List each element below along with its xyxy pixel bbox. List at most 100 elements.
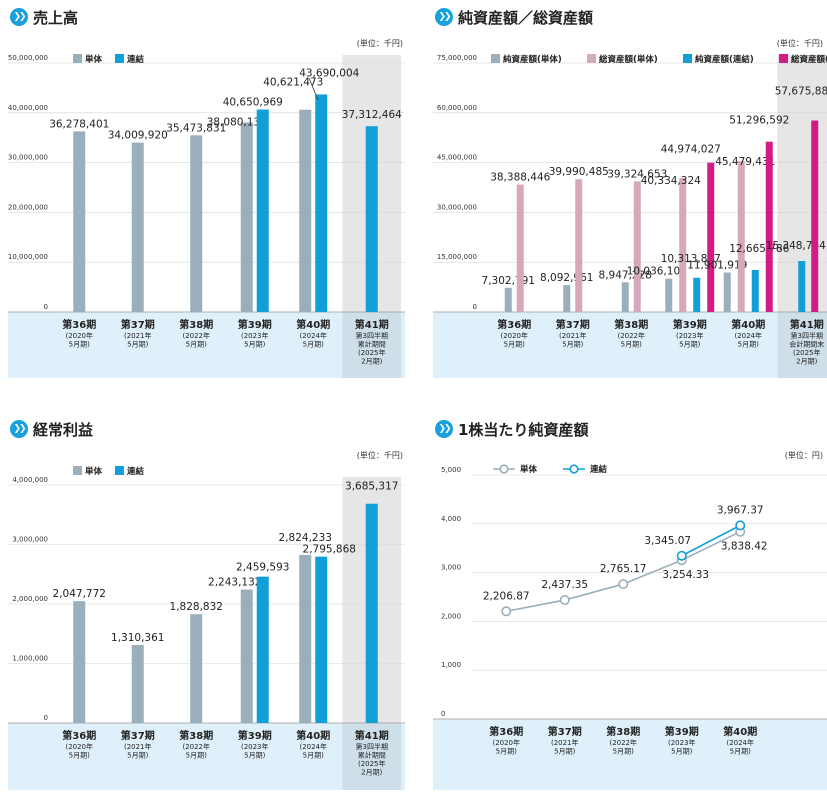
x-tick-sublabel: (2022年 [617, 331, 645, 340]
x-tick-sublabel: (2025年 [793, 348, 821, 357]
y-tick-label: 45,000,000 [437, 154, 477, 162]
x-tick-label: 第39期 [238, 318, 272, 331]
x-tick-sublabel: 5月期) [738, 341, 759, 349]
x-tick-sublabel: (2021年 [124, 331, 152, 340]
data-label: 2,243,132 [208, 577, 261, 589]
x-tick-sublabel: (2023年 [241, 742, 269, 751]
x-tick-sublabel: 5月期) [504, 341, 525, 349]
data-label: 2,765.17 [600, 563, 647, 575]
x-tick-sublabel: (2021年 [559, 331, 587, 340]
data-label: 2,437.35 [541, 579, 588, 591]
bar [257, 110, 269, 312]
double-chevron-right-icon: ❯❯ [435, 420, 453, 438]
x-tick-sublabel: (2022年 [609, 738, 637, 747]
x-tick-sublabel: 5月期) [671, 748, 692, 756]
bar [693, 278, 700, 312]
x-tick-label: 第37期 [121, 729, 155, 742]
y-tick-label: 10,000,000 [8, 253, 48, 261]
double-chevron-right-icon: ❯❯ [10, 8, 28, 26]
y-tick-label: 2,000 [441, 612, 461, 620]
bar [798, 261, 805, 312]
x-tick-sublabel: 5月期) [562, 341, 583, 349]
x-tick-sublabel: (2021年 [551, 738, 579, 747]
bar [707, 163, 714, 312]
x-tick-sublabel: 5月期) [244, 752, 265, 760]
bar [766, 142, 773, 312]
double-chevron-right-icon: ❯❯ [10, 420, 28, 438]
x-tick-sublabel: (2023年 [676, 331, 704, 340]
legend-label: 連結 [590, 464, 608, 475]
bps-title-text: 1株当たり純資産額 [458, 419, 588, 440]
x-tick-sublabel: 会計期間末 [789, 340, 824, 349]
bar [563, 285, 570, 312]
data-label: 2,824,233 [279, 532, 332, 544]
data-label: 3,838.42 [721, 541, 768, 553]
double-chevron-right-icon: ❯❯ [435, 8, 453, 26]
x-tick-sublabel: (2020年 [492, 738, 520, 747]
x-tick-label: 第36期 [497, 318, 531, 331]
y-tick-label: 3,000,000 [12, 536, 48, 544]
x-tick-label: 第40期 [296, 729, 330, 742]
data-label: 1,828,832 [170, 601, 223, 613]
bar [575, 179, 582, 312]
sales-title: ❯❯ 売上高 [10, 6, 78, 28]
y-tick-label: 4,000,000 [12, 476, 48, 484]
assets-chart: 015,000,00030,000,00045,000,00060,000,00… [433, 0, 827, 385]
bar [622, 282, 629, 312]
legend-label: 単体 [85, 54, 103, 65]
x-tick-sublabel: 第3四半期 [356, 742, 388, 751]
data-label: 43,690,004 [299, 67, 359, 79]
y-tick-label: 60,000,000 [437, 104, 477, 112]
x-tick-sublabel: 5月期) [613, 748, 634, 756]
bps-chart: 01,0002,0003,0004,0005,000第36期(2020年5月期)… [433, 412, 827, 794]
x-tick-label: 第41期 [790, 318, 824, 331]
legend-label: 連結 [127, 466, 145, 477]
bar [73, 601, 85, 723]
x-tick-label: 第41期 [355, 318, 389, 331]
x-tick-sublabel: 5月期) [244, 341, 265, 349]
data-label: 36,278,401 [49, 118, 109, 130]
x-tick-sublabel: (2024年 [299, 742, 327, 751]
x-tick-label: 第40期 [731, 318, 765, 331]
bar [241, 590, 253, 723]
bar [190, 614, 202, 723]
data-label: 2,459,593 [236, 562, 289, 574]
legend-label: 総資産額(単体) [599, 54, 658, 65]
data-label: 7,302,791 [482, 275, 535, 287]
y-tick-label: 2,000,000 [12, 595, 48, 603]
x-tick-label: 第38期 [179, 318, 213, 331]
x-tick-sublabel: 5月期) [127, 752, 148, 760]
x-tick-label: 第37期 [121, 318, 155, 331]
data-label: 57,675,880 [775, 86, 827, 98]
legend-swatch [115, 54, 124, 63]
x-tick-sublabel: (2022年 [182, 331, 210, 340]
x-tick-sublabel: 2月期) [361, 358, 382, 366]
x-tick-label: 第38期 [614, 318, 648, 331]
x-tick-label: 第36期 [62, 729, 96, 742]
legend-marker [570, 465, 578, 473]
y-tick-label: 20,000,000 [8, 203, 48, 211]
legend-swatch [683, 54, 692, 63]
legend-label: 純資産額(連結) [695, 54, 754, 65]
x-tick-sublabel: 5月期) [69, 341, 90, 349]
bar [315, 94, 327, 312]
data-label: 34,009,920 [108, 130, 168, 142]
y-tick-label: 5,000 [441, 466, 461, 474]
data-label: 3,345.07 [644, 535, 691, 547]
x-tick-sublabel: (2020年 [65, 331, 93, 340]
bar [257, 577, 269, 723]
y-tick-label: 1,000,000 [12, 655, 48, 663]
bar [517, 185, 524, 312]
x-tick-sublabel: 5月期) [496, 748, 517, 756]
x-tick-sublabel: 5月期) [303, 752, 324, 760]
data-point [678, 552, 686, 560]
bar [190, 135, 202, 312]
x-tick-sublabel: (2025年 [358, 759, 386, 768]
legend-label: 単体 [85, 466, 103, 477]
x-tick-label: 第38期 [606, 725, 640, 738]
y-tick-label: 4,000 [441, 515, 461, 523]
x-tick-sublabel: (2024年 [734, 331, 762, 340]
bps-title: ❯❯ 1株当たり純資産額 [435, 418, 588, 440]
data-point [619, 580, 627, 588]
